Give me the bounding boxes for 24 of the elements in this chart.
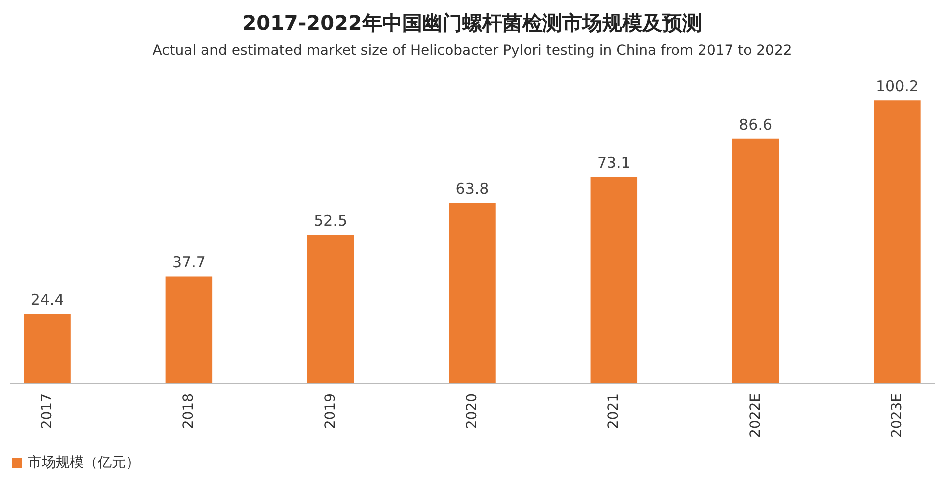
data-label: 86.6 (739, 116, 773, 134)
data-label: 24.4 (30, 291, 64, 310)
bar (449, 203, 496, 383)
x-tick-label: 2020 (464, 394, 480, 430)
data-label: 52.5 (314, 212, 348, 230)
x-tick-label: 2017 (40, 394, 56, 430)
chart-title: 2017-2022年中国幽门螺杆菌检测市场规模及预测 (242, 11, 702, 35)
x-tick-label: 2023E (889, 394, 906, 438)
x-tick-label: 2018 (181, 394, 198, 430)
bar (307, 235, 354, 383)
x-tick-label: 2019 (322, 394, 339, 430)
bar (590, 176, 638, 383)
bar (874, 100, 921, 383)
data-label: 63.8 (456, 180, 490, 198)
bar (166, 276, 213, 383)
bar (732, 138, 780, 383)
data-label: 73.1 (597, 154, 631, 172)
x-tick-label: 2021 (606, 394, 622, 430)
data-label: 37.7 (172, 254, 206, 272)
bar (24, 314, 71, 383)
legend-label: 市场规模（亿元） (28, 455, 140, 471)
data-label: 100.2 (876, 78, 919, 96)
chart-subtitle: Actual and estimated market size of Helicobacter Pylori testing in China from 2017 to 2022 (152, 43, 792, 59)
x-tick-label: 2022E (748, 394, 764, 438)
